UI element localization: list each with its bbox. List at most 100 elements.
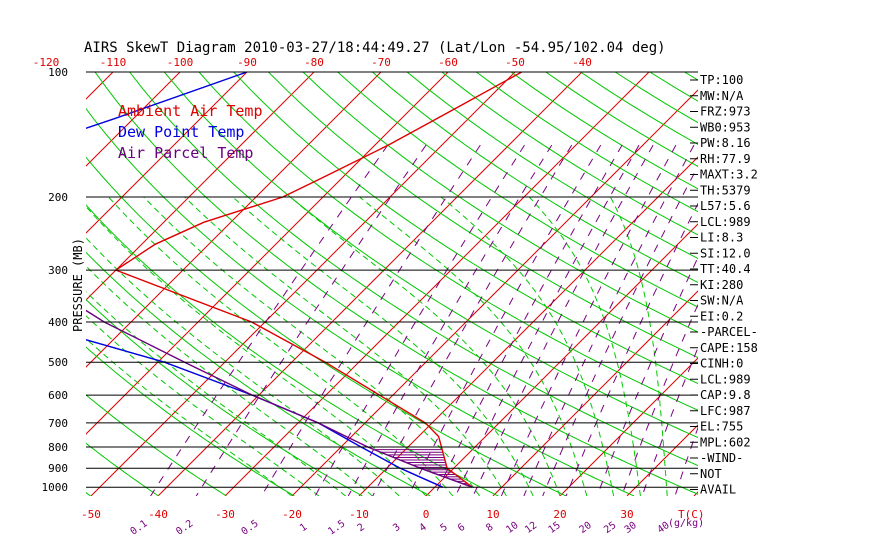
top-temperature-tick: -40 xyxy=(572,56,592,69)
index-label: L57:5.6 xyxy=(700,199,751,213)
index-label: CAPE:158 xyxy=(700,341,758,355)
dry-adiabat-line xyxy=(86,346,295,496)
pressure-tick-label: 500 xyxy=(48,356,68,369)
index-label: MW:N/A xyxy=(700,89,744,103)
isotherm-line xyxy=(626,424,698,496)
index-label: SW:N/A xyxy=(700,294,744,308)
bottom-temperature-tick: -30 xyxy=(215,508,235,521)
top-temperature-tick: -50 xyxy=(505,56,525,69)
mixing-ratio-label: 0.2 xyxy=(174,518,195,537)
moist-adiabat-line xyxy=(143,196,481,496)
index-label: CINH:0 xyxy=(700,357,743,371)
series-line-dew-point-temp xyxy=(86,72,444,488)
series-line-ambient-air-temp xyxy=(114,72,523,488)
bottom-temperature-tick: -50 xyxy=(81,508,101,521)
index-label: CAP:9.8 xyxy=(700,388,751,402)
moist-adiabat-line xyxy=(86,291,346,496)
index-label: WB0:953 xyxy=(700,120,751,134)
moist-adiabat-line xyxy=(184,196,507,496)
moist-adiabat-line xyxy=(86,337,293,496)
top-temperature-ticks: -120 -110 -100 -90 -80 -70 -60 -50 -40 xyxy=(33,56,592,69)
top-temperature-tick: -70 xyxy=(371,56,391,69)
dry-adiabat-line xyxy=(86,442,159,496)
bottom-temperature-ticks: -50 -40 -30 -20 -10 0 10 20 30 xyxy=(81,508,634,521)
index-label: TT:40.4 xyxy=(700,262,751,276)
dry-adiabat-line xyxy=(86,107,635,496)
pressure-tick-label: 400 xyxy=(48,316,68,329)
index-label: FRZ:973 xyxy=(700,105,751,119)
dry-adiabat-line xyxy=(268,72,698,359)
pressure-ticks: 100 200 300 400 500 600 700 800 900 1000 xyxy=(42,66,69,494)
mixing-ratio-label: 12 xyxy=(523,520,539,536)
isotherm-line xyxy=(86,72,248,234)
dry-adiabat-line xyxy=(337,72,698,308)
moist-adiabat-line xyxy=(528,196,641,496)
isotherm-line xyxy=(224,72,650,496)
mixing-ratio-label: 1 xyxy=(298,522,309,534)
pressure-tick-label: 200 xyxy=(48,191,68,204)
moist-adiabat-line xyxy=(359,196,588,496)
index-label: KI:280 xyxy=(700,278,743,292)
pressure-tick-label: 900 xyxy=(48,462,68,475)
pressure-tick-label: 700 xyxy=(48,417,68,430)
dry-adiabat-line xyxy=(372,72,698,284)
bottom-temperature-tick: 20 xyxy=(553,508,566,521)
mixing-ratio-line xyxy=(542,165,698,496)
index-label: TH:5379 xyxy=(700,183,751,197)
index-label: EL:755 xyxy=(700,420,743,434)
isotherm-line xyxy=(291,89,698,496)
index-label: -PARCEL- xyxy=(700,325,758,339)
dry-adiabat-line xyxy=(86,394,227,496)
bottom-temperature-tick: 10 xyxy=(486,508,499,521)
index-label: LI:8.3 xyxy=(700,231,743,245)
isotherm-line xyxy=(86,72,449,435)
dry-adiabat-line xyxy=(129,72,698,467)
dry-adiabat-line xyxy=(94,72,698,495)
bottom-temperature-tick: -10 xyxy=(349,508,369,521)
dry-adiabat-line xyxy=(198,72,698,411)
pressure-tick-label: 800 xyxy=(48,441,68,454)
mixing-ratio-line xyxy=(472,144,654,496)
moist-adiabat-line xyxy=(609,196,668,496)
moist-adiabat-line xyxy=(86,205,427,496)
moist-adiabat-line xyxy=(86,315,320,496)
moist-adiabat-line xyxy=(440,196,615,496)
mixing-ratio-label: 15 xyxy=(547,520,563,536)
top-temperature-tick: -60 xyxy=(438,56,458,69)
dry-adiabat-line xyxy=(233,72,698,385)
index-label: NOT xyxy=(700,467,722,481)
isotherm-line xyxy=(86,72,315,301)
legend-entry: Ambient Air Temp xyxy=(118,102,263,120)
series-line-air-parcel-temp xyxy=(86,309,473,488)
mixing-ratio-label: 1.5 xyxy=(326,518,347,537)
top-temperature-tick: -80 xyxy=(304,56,324,69)
isotherm-line xyxy=(358,156,698,496)
index-label: TP:100 xyxy=(700,73,743,87)
legend-entry: Dew Point Temp xyxy=(118,123,244,141)
isotherm-line xyxy=(86,72,181,167)
mixing-ratio-line xyxy=(195,144,427,496)
pressure-tick-label: 300 xyxy=(48,264,68,277)
index-label: EI:0.2 xyxy=(700,309,743,323)
isotherm-line xyxy=(425,223,698,496)
isotherm-line xyxy=(0,72,46,496)
dry-adiabat-line xyxy=(86,156,567,496)
moist-adiabat-line xyxy=(86,237,400,496)
series-layer xyxy=(86,72,523,488)
mixing-ratio-line xyxy=(455,144,640,496)
dry-adiabat-line xyxy=(476,72,698,213)
mixing-ratio-line xyxy=(434,144,623,496)
index-label: LCL:989 xyxy=(700,215,751,229)
top-temperature-tick: -120 xyxy=(33,56,60,69)
isotherm-line xyxy=(90,72,516,496)
mixing-ratio-unit-label: (g/kg) xyxy=(668,518,704,529)
mixing-ratio-line xyxy=(261,144,481,496)
mixing-ratio-label: 30 xyxy=(623,520,639,536)
bottom-temperature-tick: 30 xyxy=(620,508,633,521)
dry-adiabat-line xyxy=(406,72,698,260)
isotherm-line xyxy=(559,357,698,496)
mixing-ratio-label: 4 xyxy=(418,522,429,534)
moist-adiabat-line xyxy=(289,196,561,496)
dry-adiabat-line xyxy=(163,72,698,439)
